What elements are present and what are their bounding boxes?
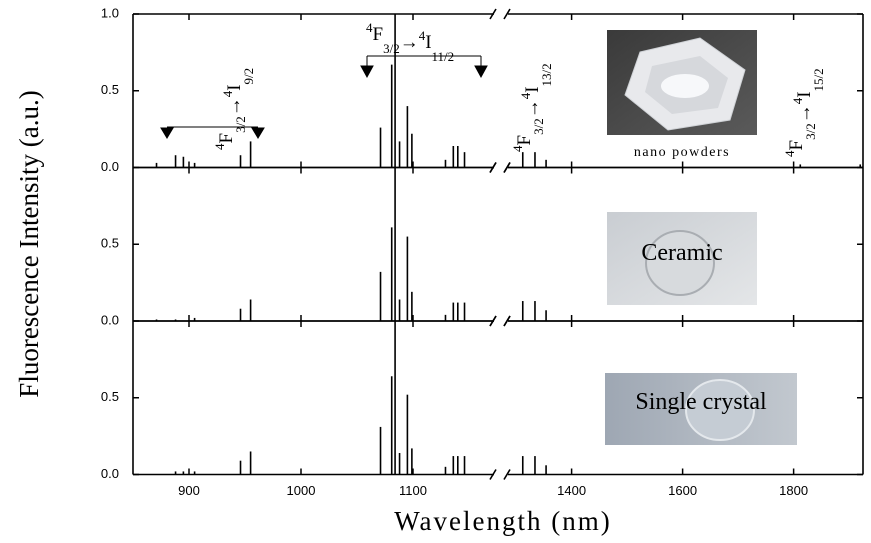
photo-nano: [607, 30, 757, 135]
inset-label: Single crystal: [635, 389, 767, 415]
transition-label: 4F3/2→4I9/2: [212, 68, 256, 150]
transition-label: 4F3/2→4I15/2: [782, 68, 826, 157]
transition-part: 15/2: [811, 68, 826, 91]
y-tick-label: 0.5: [101, 236, 119, 251]
x-tick-label: 1600: [668, 483, 697, 498]
transition-part: F: [216, 133, 237, 144]
transition-part: F: [373, 24, 384, 45]
inset-label: nano powders: [634, 145, 730, 160]
transition-label: 4F3/2→4I11/2: [366, 20, 454, 64]
x-axis-title: Wavelength (nm): [394, 506, 612, 536]
x-tick-label: 1800: [779, 483, 808, 498]
transition-part: 13/2: [539, 63, 554, 86]
transition-part: →: [794, 104, 815, 123]
transition-part: 3/2: [233, 116, 248, 133]
transition-part: 11/2: [432, 49, 455, 64]
transition-part: →: [224, 97, 245, 116]
transition-part: F: [514, 135, 535, 146]
transition-part: →: [522, 99, 543, 118]
bracket: [161, 56, 487, 138]
y-tick-label: 0.0: [101, 466, 119, 481]
transition-part: 3/2: [531, 118, 546, 135]
x-tick-label: 900: [178, 483, 200, 498]
y-tick-label: 0.5: [101, 82, 119, 97]
y-axis-title: Fluorescence Intensity (a.u.): [14, 90, 44, 397]
transition-part: →: [400, 32, 419, 53]
transition-part: 3/2: [803, 123, 818, 140]
transition-label: 4F3/2→4I13/2: [510, 63, 554, 152]
transition-part: 9/2: [241, 68, 256, 85]
axis-break: [490, 9, 510, 19]
y-tick-label: 0.0: [101, 159, 119, 174]
figure: nano powders Ceramic Single crystal 0.0 0…: [0, 0, 871, 543]
transition-part: F: [786, 140, 807, 151]
axis-break: [490, 163, 510, 173]
x-tick-label: 1000: [287, 483, 316, 498]
y-tick-label: 1.0: [101, 5, 119, 20]
y-tick-label: 0.0: [101, 312, 119, 327]
axis-break: [490, 470, 510, 480]
axis-break: [490, 316, 510, 326]
inset-label: Ceramic: [641, 240, 722, 266]
y-tick-label: 0.5: [101, 389, 119, 404]
transition-part: 3/2: [383, 41, 400, 56]
x-tick-label: 1400: [557, 483, 586, 498]
x-tick-label: 1100: [399, 483, 427, 498]
